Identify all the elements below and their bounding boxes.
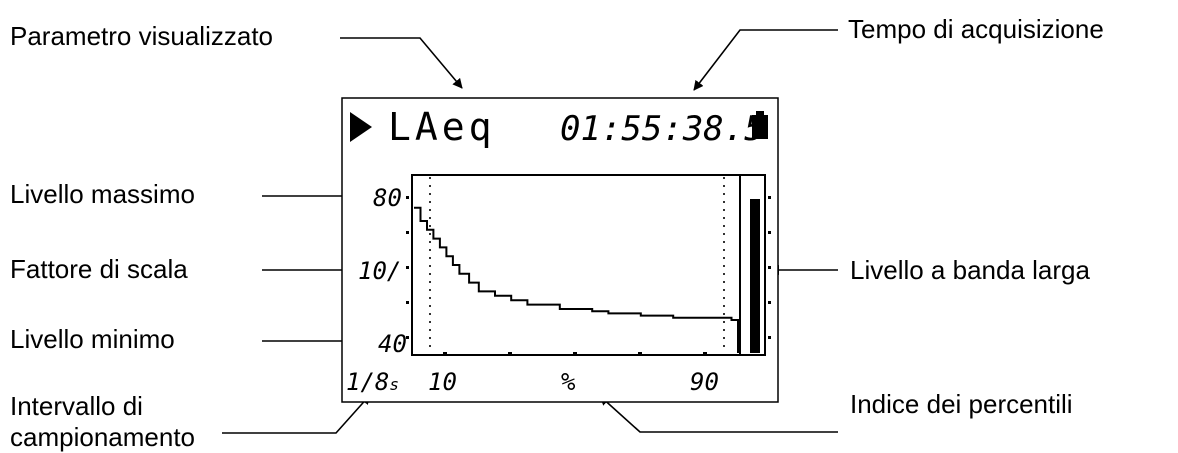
broadband-level-bar xyxy=(750,199,760,353)
callout-arrows xyxy=(222,29,838,434)
broadband-ticks xyxy=(768,196,771,339)
y-max-label: 80 xyxy=(373,184,402,212)
label-livello-minimo: Livello minimo xyxy=(10,324,175,354)
label-intervallo-line1: Intervallo di xyxy=(10,391,143,421)
arrow-parameter xyxy=(340,37,463,89)
x-axis-ticks xyxy=(443,352,707,356)
label-livello-banda-larga: Livello a banda larga xyxy=(850,255,1090,285)
battery-icon xyxy=(752,111,768,139)
x-high-label: 90 xyxy=(690,368,719,396)
y-min-label: 40 xyxy=(378,330,407,358)
x-unit-label: % xyxy=(561,368,576,396)
arrow-interval xyxy=(222,394,371,434)
play-icon xyxy=(350,112,372,142)
percentile-curve xyxy=(414,206,739,353)
lcd-time: 01:55:38.5 xyxy=(560,109,765,149)
label-indice-percentili: Indice dei percentili xyxy=(850,389,1073,419)
label-fattore-di-scala: Fattore di scala xyxy=(10,254,188,284)
label-tempo-acquisizione: Tempo di acquisizione xyxy=(848,14,1104,44)
interval-label: 1/8s xyxy=(346,368,399,396)
x-low-label: 10 xyxy=(428,368,457,396)
arrow-percentile xyxy=(599,395,838,433)
label-livello-massimo: Livello massimo xyxy=(10,179,195,209)
y-axis-ticks xyxy=(406,196,409,339)
lcd-parameter: LAeq xyxy=(388,105,496,149)
label-intervallo-line2: campionamento xyxy=(10,422,195,452)
interval-unit: s xyxy=(389,375,399,394)
arrow-acq-time xyxy=(693,29,838,91)
scale-factor-label: 10/ xyxy=(358,257,401,285)
lcd-screen xyxy=(341,97,779,403)
plot-frame xyxy=(411,174,766,356)
label-parametro-visualizzato: Parametro visualizzato xyxy=(10,21,273,51)
